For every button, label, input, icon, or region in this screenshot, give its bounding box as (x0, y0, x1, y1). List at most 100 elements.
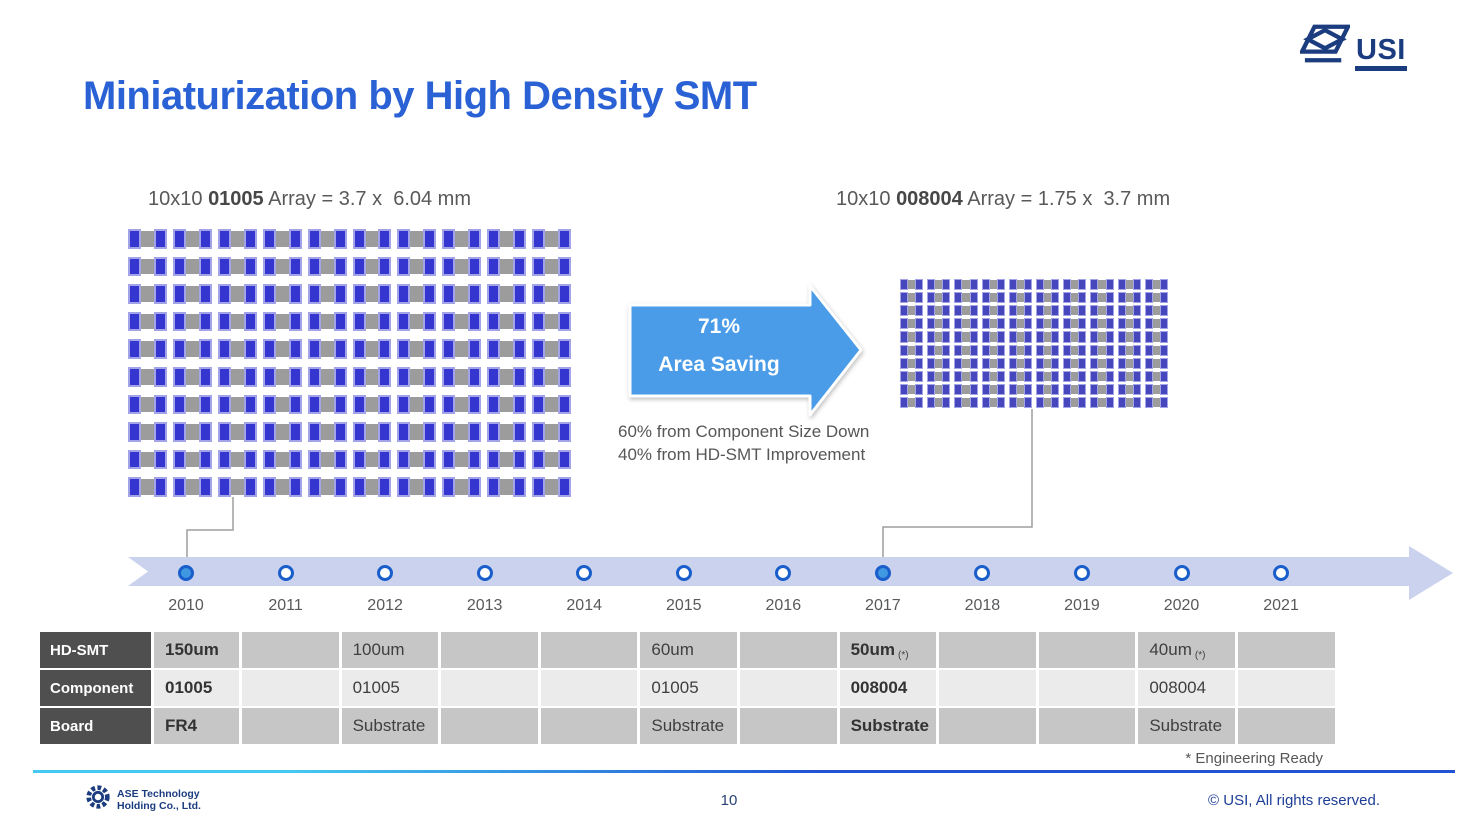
ase-logo-text: ASE Technology Holding Co., Ltd. (117, 787, 201, 812)
smt-component (927, 331, 951, 343)
smt-component (1008, 331, 1032, 343)
table-row-label-component: Component (40, 670, 151, 706)
smt-component (128, 394, 167, 415)
timeline-arrowhead-icon (1409, 546, 1453, 600)
timeline-dot-2011 (277, 565, 294, 581)
smt-component (217, 284, 257, 304)
smt-component (954, 396, 978, 408)
table-row-label-board: Board (40, 708, 151, 744)
table-cell: 50um (*) (839, 632, 937, 668)
smt-component (1090, 396, 1114, 408)
page-title: Miniaturization by High Density SMT (83, 74, 757, 118)
table-cell (939, 670, 1036, 706)
smt-component (172, 367, 212, 387)
smt-component (128, 477, 167, 497)
smt-component (981, 370, 1005, 382)
smt-component (900, 396, 924, 408)
smt-component (262, 229, 302, 249)
smt-component (1036, 383, 1060, 395)
left-array-caption: 10x10 01005 Array = 3.7 x 6.04 mm (148, 188, 471, 210)
table-cell (441, 632, 538, 668)
smt-component (172, 339, 212, 359)
roadmap-table: HD-SMT 150um 100um 60um 50um (*) 40um (*) Compon… (40, 632, 1335, 744)
timeline-dot-2010 (178, 565, 194, 581)
smt-component (307, 449, 347, 470)
smt-component (442, 256, 482, 277)
smt-component (927, 279, 951, 291)
smt-component (1144, 279, 1168, 291)
table-cell (739, 632, 837, 668)
smt-component (981, 318, 1005, 330)
smt-component (128, 284, 167, 304)
timeline-dot-2019 (1073, 565, 1090, 581)
smt-component (900, 331, 924, 343)
smt-component (1117, 383, 1141, 395)
table-cell (441, 670, 538, 706)
smt-component (532, 284, 571, 304)
smt-component (352, 284, 392, 304)
smt-component (397, 394, 437, 415)
smt-component (307, 367, 347, 387)
usi-logo-text: USI (1355, 35, 1407, 71)
smt-component (442, 477, 482, 497)
smt-component (1008, 370, 1032, 382)
timeline-band (128, 557, 1410, 586)
smt-component (981, 279, 1005, 291)
smt-component (1063, 305, 1087, 317)
table-cell: Substrate (1138, 708, 1235, 744)
table-cell: 008004 (1138, 670, 1235, 706)
smt-component (217, 256, 257, 277)
table-cell: 60um (640, 632, 737, 668)
smt-component (352, 256, 392, 277)
smt-component (352, 394, 392, 415)
smt-component (172, 256, 212, 277)
smt-component (954, 305, 978, 317)
smt-component (927, 370, 951, 382)
table-row-label-hd-smt: HD-SMT (40, 632, 151, 668)
smt-component (1063, 357, 1087, 369)
timeline-year-2014: 2014 (566, 597, 602, 614)
table-cell (540, 632, 638, 668)
smt-component (307, 311, 347, 332)
timeline-dot-2015 (675, 565, 692, 581)
smt-component (1063, 370, 1087, 382)
smt-component (1008, 292, 1032, 304)
smt-component (352, 229, 392, 249)
table-cell (441, 708, 538, 744)
table-cell: Substrate (640, 708, 737, 744)
timeline-year-2017: 2017 (865, 597, 901, 614)
component-array-008004 (900, 279, 1168, 408)
smt-component (262, 477, 302, 497)
smt-component (397, 256, 437, 277)
smt-component (1144, 396, 1168, 408)
table-cell (540, 708, 638, 744)
smt-component (1117, 305, 1141, 317)
smt-component (1008, 344, 1032, 356)
smt-component (128, 256, 167, 277)
smt-component (532, 394, 571, 415)
smt-component (217, 477, 257, 497)
smt-component (1117, 344, 1141, 356)
table-cell: Substrate (839, 708, 937, 744)
smt-component (1063, 292, 1087, 304)
smt-component (981, 383, 1005, 395)
smt-component (307, 477, 347, 497)
timeline-year-2010: 2010 (168, 597, 204, 614)
smt-component (954, 370, 978, 382)
smt-component (397, 449, 437, 470)
smt-component (352, 422, 392, 442)
usi-flag-icon (1298, 22, 1352, 71)
saving-notes: 60% from Component Size Down 40% from HD… (618, 420, 869, 466)
smt-component (1144, 318, 1168, 330)
table-cell: 008004 (839, 670, 937, 706)
smt-component (1008, 318, 1032, 330)
smt-component (1117, 396, 1141, 408)
smt-component (172, 229, 212, 249)
smt-component (900, 383, 924, 395)
smt-component (217, 449, 257, 470)
timeline-dot-2021 (1273, 565, 1290, 581)
smt-component (1063, 344, 1087, 356)
smt-component (1144, 331, 1168, 343)
smt-component (487, 477, 527, 497)
